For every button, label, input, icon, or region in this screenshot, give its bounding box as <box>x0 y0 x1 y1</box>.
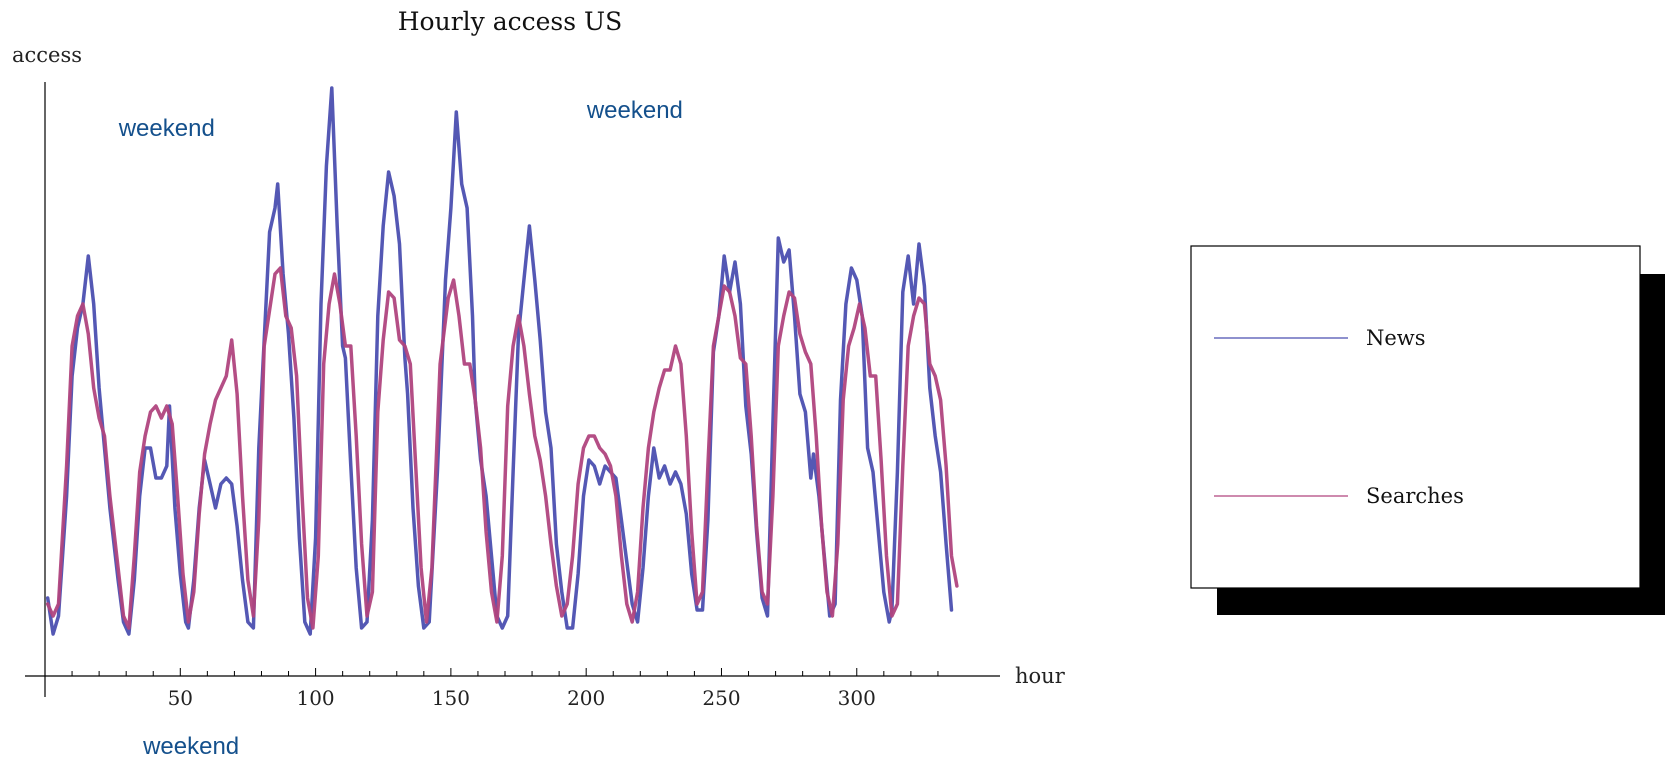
legend-label-searches: Searches <box>1366 484 1464 508</box>
chart-title: Hourly access US <box>398 7 622 36</box>
x-tick-label: 200 <box>567 686 605 710</box>
x-axis-label: hour <box>1015 664 1066 688</box>
series-line-news <box>45 86 954 636</box>
annotation-weekend: weekend <box>142 733 239 758</box>
legend-label-news: News <box>1366 326 1426 350</box>
series-line-searches <box>45 266 959 630</box>
annotations: weekend weekend weekend <box>118 97 683 760</box>
y-axis-label: access <box>12 43 82 67</box>
legend-box <box>1190 245 1641 589</box>
x-tick-label: 50 <box>168 686 193 710</box>
x-tick-label: 250 <box>702 686 740 710</box>
x-ticks: 50 100 150 200 250 300 <box>71 668 939 710</box>
x-tick-label: 150 <box>432 686 470 710</box>
series-lines <box>45 86 959 636</box>
legend: News Searches <box>1190 245 1665 615</box>
x-tick-label: 100 <box>296 686 334 710</box>
annotation-weekend: weekend <box>586 97 683 124</box>
annotation-weekend: weekend <box>118 115 215 142</box>
axes <box>25 82 1000 697</box>
x-tick-label: 300 <box>838 686 876 710</box>
